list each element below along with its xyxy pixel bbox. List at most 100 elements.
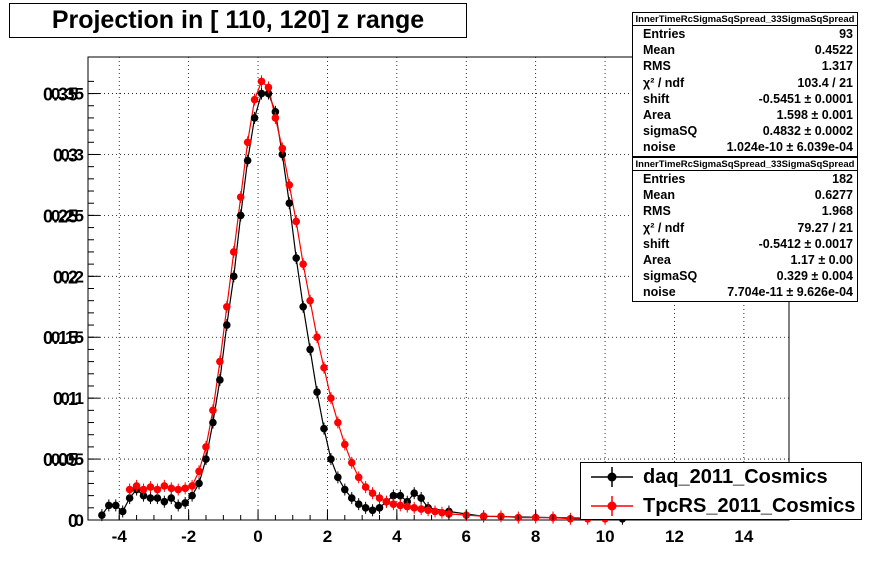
data-point bbox=[139, 491, 148, 500]
data-point bbox=[223, 321, 231, 329]
data-point bbox=[216, 376, 224, 384]
x-tick-label: 10 bbox=[596, 527, 615, 546]
legend-marker-red bbox=[581, 492, 643, 520]
data-point bbox=[445, 510, 453, 518]
data-point bbox=[306, 296, 314, 305]
data-point bbox=[216, 357, 224, 366]
stats-row: χ² / ndf 103.4 / 21 bbox=[643, 75, 853, 90]
data-point bbox=[403, 502, 412, 511]
data-point bbox=[202, 443, 210, 451]
data-point bbox=[313, 333, 321, 342]
data-point bbox=[347, 458, 356, 467]
stats-row: RMS 1.968 bbox=[643, 204, 853, 219]
data-point bbox=[375, 504, 384, 512]
data-point bbox=[361, 504, 370, 512]
data-point bbox=[299, 302, 307, 311]
data-point bbox=[271, 108, 280, 116]
data-point bbox=[105, 501, 113, 510]
stats-row: χ² / ndf 79.27 / 21 bbox=[643, 220, 853, 235]
x-tick-label: 2 bbox=[323, 527, 332, 546]
legend: daq_2011_Cosmics TpcRS_2011_Cosmics bbox=[580, 462, 862, 520]
data-point bbox=[278, 144, 287, 153]
data-point bbox=[139, 485, 148, 494]
data-point bbox=[195, 479, 203, 488]
stats-row: Area 1.598 ± 0.001 bbox=[643, 107, 853, 122]
data-point bbox=[341, 485, 349, 494]
data-point bbox=[354, 473, 363, 482]
data-markers bbox=[98, 75, 627, 525]
legend-marker-black bbox=[581, 463, 643, 491]
data-point bbox=[417, 494, 425, 502]
data-point bbox=[132, 482, 141, 490]
stats-row: Mean 0.6277 bbox=[643, 188, 853, 203]
fit-curve bbox=[101, 93, 623, 520]
data-point bbox=[396, 501, 405, 510]
x-tick-label: -4 bbox=[112, 527, 128, 546]
y-tick-label-overlay: 0.25 bbox=[43, 206, 78, 226]
y-tick-label: 0.35 bbox=[51, 85, 84, 104]
chart-title: Projection in [ 110, 120] z range bbox=[9, 3, 467, 38]
data-point bbox=[320, 363, 328, 372]
data-point bbox=[438, 508, 446, 517]
data-point bbox=[209, 406, 217, 415]
data-point bbox=[146, 494, 155, 502]
stats-header: InnerTimeRcSigmaSqSpread_33SigmaSqSpread bbox=[633, 158, 857, 171]
x-tick-label: 4 bbox=[392, 527, 402, 546]
data-point bbox=[389, 500, 398, 508]
data-point bbox=[264, 83, 273, 92]
data-point bbox=[361, 483, 370, 491]
data-point bbox=[174, 501, 183, 510]
data-point bbox=[285, 199, 294, 208]
stats-row: shift -0.5412 ± 0.0017 bbox=[643, 236, 853, 251]
data-point bbox=[209, 418, 217, 427]
x-tick-label: -2 bbox=[181, 527, 196, 546]
stats-row: sigmaSQ 0.329 ± 0.004 bbox=[643, 269, 853, 284]
data-point bbox=[188, 491, 196, 500]
y-tick-label: 0 bbox=[75, 511, 84, 530]
y-tick-label-overlay: 0.15 bbox=[43, 328, 78, 348]
data-point bbox=[223, 302, 231, 311]
data-point bbox=[292, 254, 301, 262]
y-tick-label: 0.25 bbox=[51, 206, 84, 225]
stats-row: RMS 1.317 bbox=[643, 59, 853, 74]
data-point bbox=[389, 491, 398, 500]
stats-row: sigmaSQ 0.4832 ± 0.0002 bbox=[643, 124, 853, 139]
fit-curves bbox=[101, 80, 623, 520]
stats-box-daq: InnerTimeRcSigmaSqSpread_33SigmaSqSpread… bbox=[632, 12, 858, 157]
x-tick-label: 0 bbox=[253, 527, 262, 546]
data-point bbox=[382, 497, 391, 506]
data-point bbox=[396, 491, 405, 500]
data-point bbox=[285, 181, 294, 189]
data-point bbox=[278, 150, 287, 159]
stats-header: InnerTimeRcSigmaSqSpread_33SigmaSqSpread bbox=[633, 13, 857, 26]
data-point bbox=[243, 156, 252, 165]
data-point bbox=[167, 494, 176, 502]
y-tick-label: 0.1 bbox=[60, 389, 84, 408]
y-tick-label: 0.2 bbox=[60, 267, 84, 286]
legend-item-tpcrs: TpcRS_2011_Cosmics bbox=[581, 492, 861, 520]
data-point bbox=[111, 501, 120, 510]
data-point bbox=[264, 89, 273, 98]
data-point bbox=[236, 193, 245, 201]
stats-box-tpcrs: InnerTimeRcSigmaSqSpread_33SigmaSqSpread… bbox=[632, 157, 858, 302]
data-point bbox=[320, 424, 328, 433]
data-point bbox=[229, 248, 238, 256]
data-point bbox=[174, 485, 183, 494]
data-point bbox=[257, 89, 266, 98]
y-tick-label-overlay: 0.35 bbox=[43, 85, 78, 105]
y-tick-label-overlay: 0 bbox=[68, 511, 78, 531]
data-point bbox=[368, 489, 377, 497]
data-point bbox=[202, 455, 210, 463]
stats-row: shift -0.5451 ± 0.0001 bbox=[643, 91, 853, 106]
data-point bbox=[424, 506, 432, 515]
data-point bbox=[181, 499, 189, 507]
data-point bbox=[167, 484, 176, 493]
y-tick-label: 0.3 bbox=[60, 145, 84, 164]
stats-row: Mean 0.4522 bbox=[643, 43, 853, 58]
data-point bbox=[306, 345, 314, 354]
x-tick-label: 14 bbox=[734, 527, 753, 546]
data-point bbox=[243, 138, 252, 147]
fit-curve bbox=[129, 80, 606, 520]
data-point bbox=[125, 494, 134, 502]
data-point bbox=[236, 211, 245, 220]
